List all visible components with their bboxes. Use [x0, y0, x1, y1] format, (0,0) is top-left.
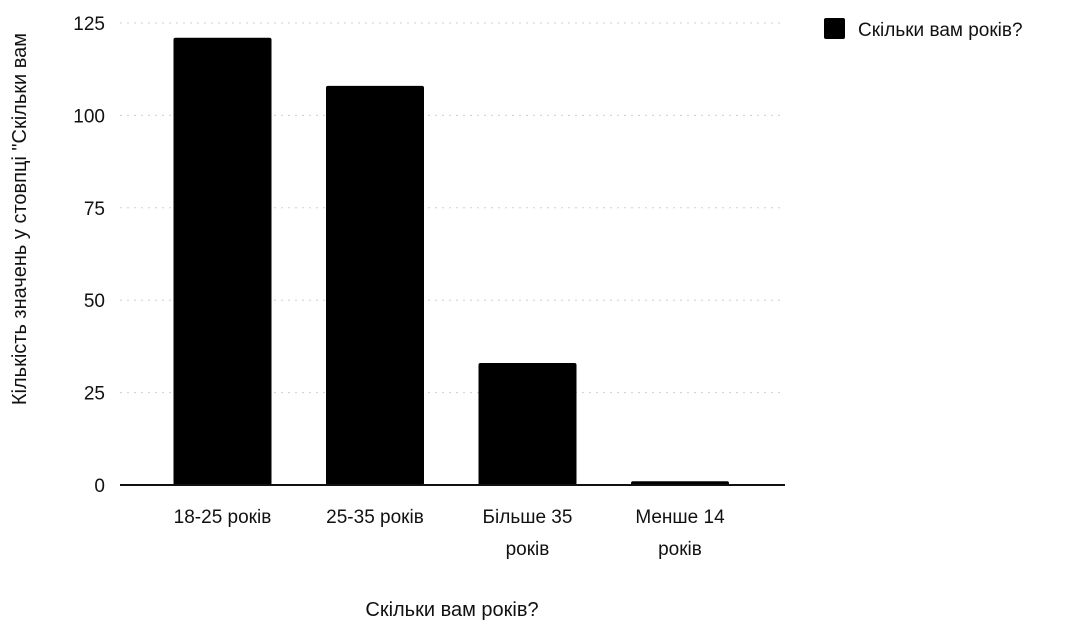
y-tick-labels: 0 25 50 75 100 125	[73, 14, 105, 497]
y-tick-label: 125	[73, 14, 105, 35]
x-tick-label: 25-35 років	[326, 507, 424, 528]
y-tick-label: 0	[94, 476, 105, 497]
y-tick-label: 25	[84, 384, 105, 405]
y-axis-title: Кількість значень у стовпці "Скільки вам	[9, 33, 31, 405]
x-tick-labels: 18-25 років 25-35 років Більше 35 років Менш…	[174, 507, 725, 560]
x-tick-label: 18-25 років	[174, 507, 272, 528]
bars	[173, 37, 729, 486]
legend: Скільки вам років?	[824, 18, 1023, 41]
x-tick-label: Менше 14 років	[635, 507, 725, 560]
bar	[173, 37, 272, 486]
y-tick-label: 75	[84, 199, 105, 220]
y-tick-label: 50	[84, 291, 105, 312]
x-axis-title: Скільки вам років?	[365, 599, 538, 621]
bar	[326, 85, 424, 485]
legend-label: Скільки вам років?	[858, 20, 1023, 41]
gridlines	[120, 22, 785, 394]
x-tick-label: Більше 35 років	[483, 507, 573, 560]
bar	[478, 363, 577, 485]
y-tick-label: 100	[73, 106, 105, 127]
legend-swatch	[824, 18, 845, 39]
